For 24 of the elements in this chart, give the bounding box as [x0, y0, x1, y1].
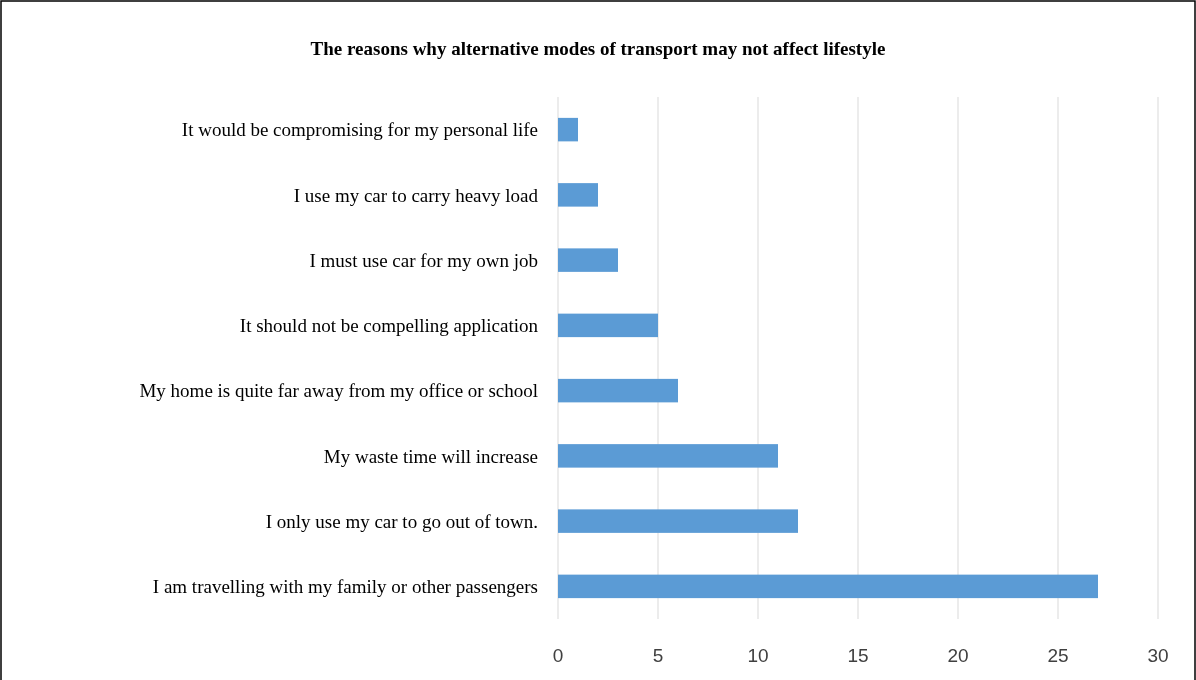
- bar: [558, 248, 618, 272]
- y-tick-label: I only use my car to go out of town.: [265, 510, 538, 532]
- y-tick-label: My home is quite far away from my office or school: [139, 380, 538, 402]
- y-tick-label: I must use car for my own job: [309, 249, 538, 271]
- bar: [558, 509, 798, 533]
- x-tick-label: 5: [652, 645, 664, 666]
- x-tick-label: 25: [1047, 645, 1069, 666]
- y-tick-label: My waste time will increase: [323, 445, 538, 467]
- bar: [558, 378, 678, 403]
- x-tick-label: 10: [747, 645, 769, 666]
- bar: [558, 574, 1098, 599]
- x-tick-label: 30: [1147, 645, 1169, 666]
- y-tick-label: It would be compromising for my personal life: [181, 119, 538, 141]
- x-tick-label: 0: [552, 645, 564, 666]
- bar: [558, 117, 578, 142]
- y-tick-label: I am travelling with my family or other passengers: [152, 576, 538, 598]
- y-tick-label: I use my car to carry heavy load: [293, 184, 539, 206]
- x-tick-label: 20: [947, 645, 969, 666]
- bar: [558, 183, 598, 207]
- y-tick-label: It should not be compelling application: [239, 315, 539, 337]
- bar: [558, 313, 658, 338]
- bar: [558, 444, 778, 468]
- chart-title: The reasons why alternative modes of transport may not affect lifestyle: [310, 38, 886, 59]
- x-tick-label: 15: [847, 645, 869, 666]
